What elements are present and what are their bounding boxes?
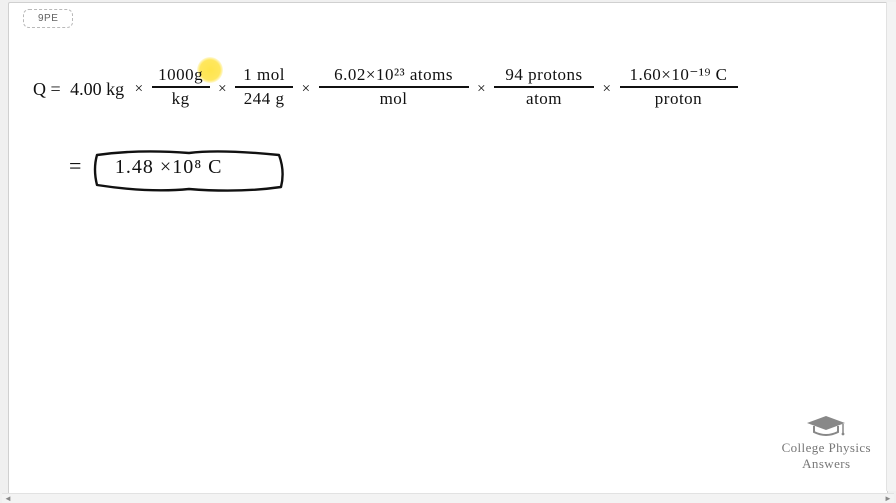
lhs: Q = — [33, 79, 61, 100]
frac-num: 1.60×10⁻¹⁹ C — [620, 65, 738, 86]
branding-line1: College Physics — [782, 440, 871, 456]
mol-per-gram: 1 mol 244 g — [235, 65, 293, 109]
branding: College Physics Answers — [782, 414, 871, 472]
result-value: 1.48 ×10⁸ C — [97, 150, 241, 184]
horizontal-scrollbar[interactable]: ◄ ► — [2, 493, 894, 503]
branding-line2: Answers — [782, 456, 871, 472]
equation-row: Q = 4.00 kg × 1000g kg × 1 mol 244 g × 6… — [31, 65, 738, 109]
equals-sign: = — [69, 153, 81, 179]
equation-canvas: Q = 4.00 kg × 1000g kg × 1 mol 244 g × 6… — [9, 3, 887, 494]
result-box: 1.48 ×10⁸ C — [97, 153, 241, 179]
frac-num: 1000g — [152, 65, 210, 86]
frac-den: mol — [319, 88, 469, 109]
frac-num: 6.02×10²³ atoms — [319, 65, 469, 86]
mortarboard-icon — [782, 414, 871, 438]
whiteboard-page: 9PE Q = 4.00 kg × 1000g kg × 1 mol 244 g… — [8, 2, 888, 495]
avogadro: 6.02×10²³ atoms mol — [319, 65, 469, 109]
frac-den: atom — [494, 88, 594, 109]
scroll-right-icon[interactable]: ► — [882, 494, 894, 503]
mass-term: 4.00 kg — [70, 79, 124, 100]
times-icon: × — [215, 81, 229, 98]
protons-per-atom: 94 protons atom — [494, 65, 594, 109]
charge-per-proton: 1.60×10⁻¹⁹ C proton — [620, 65, 738, 109]
result-row: = 1.48 ×10⁸ C — [69, 151, 241, 179]
frac-den: proton — [620, 88, 738, 109]
times-icon: × — [299, 81, 313, 98]
grams-per-kg: 1000g kg — [152, 65, 210, 109]
frac-num: 94 protons — [494, 65, 594, 86]
vertical-scrollbar[interactable] — [886, 2, 896, 491]
scroll-left-icon[interactable]: ◄ — [2, 494, 14, 503]
times-icon: × — [132, 81, 146, 98]
frac-num: 1 mol — [235, 65, 293, 86]
frac-den: 244 g — [235, 88, 293, 109]
frac-den: kg — [152, 88, 210, 109]
times-icon: × — [474, 81, 488, 98]
times-icon: × — [600, 81, 614, 98]
